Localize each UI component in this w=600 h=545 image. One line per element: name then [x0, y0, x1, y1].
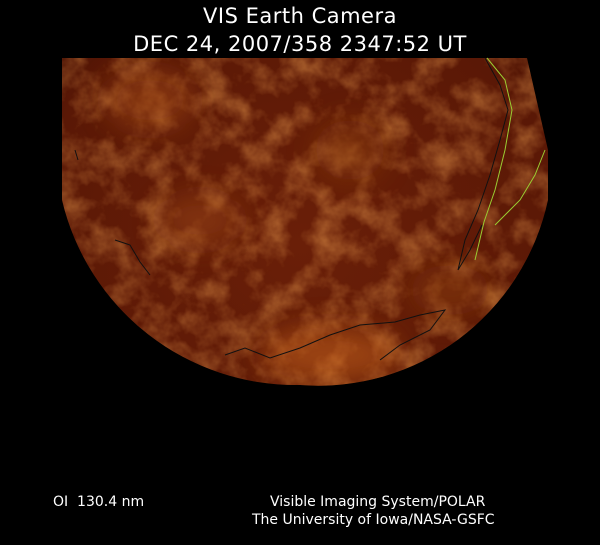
coastlines — [74, 57, 546, 361]
title: VIS Earth Camera — [203, 4, 397, 28]
credit-line: The University of Iowa/NASA-GSFC — [252, 512, 495, 528]
filter-label: OI 130.4 nm — [53, 494, 145, 510]
timestamp: DEC 24, 2007/358 2347:52 UT — [133, 32, 467, 56]
credit-line: Visible Imaging System/POLAR — [270, 494, 486, 510]
